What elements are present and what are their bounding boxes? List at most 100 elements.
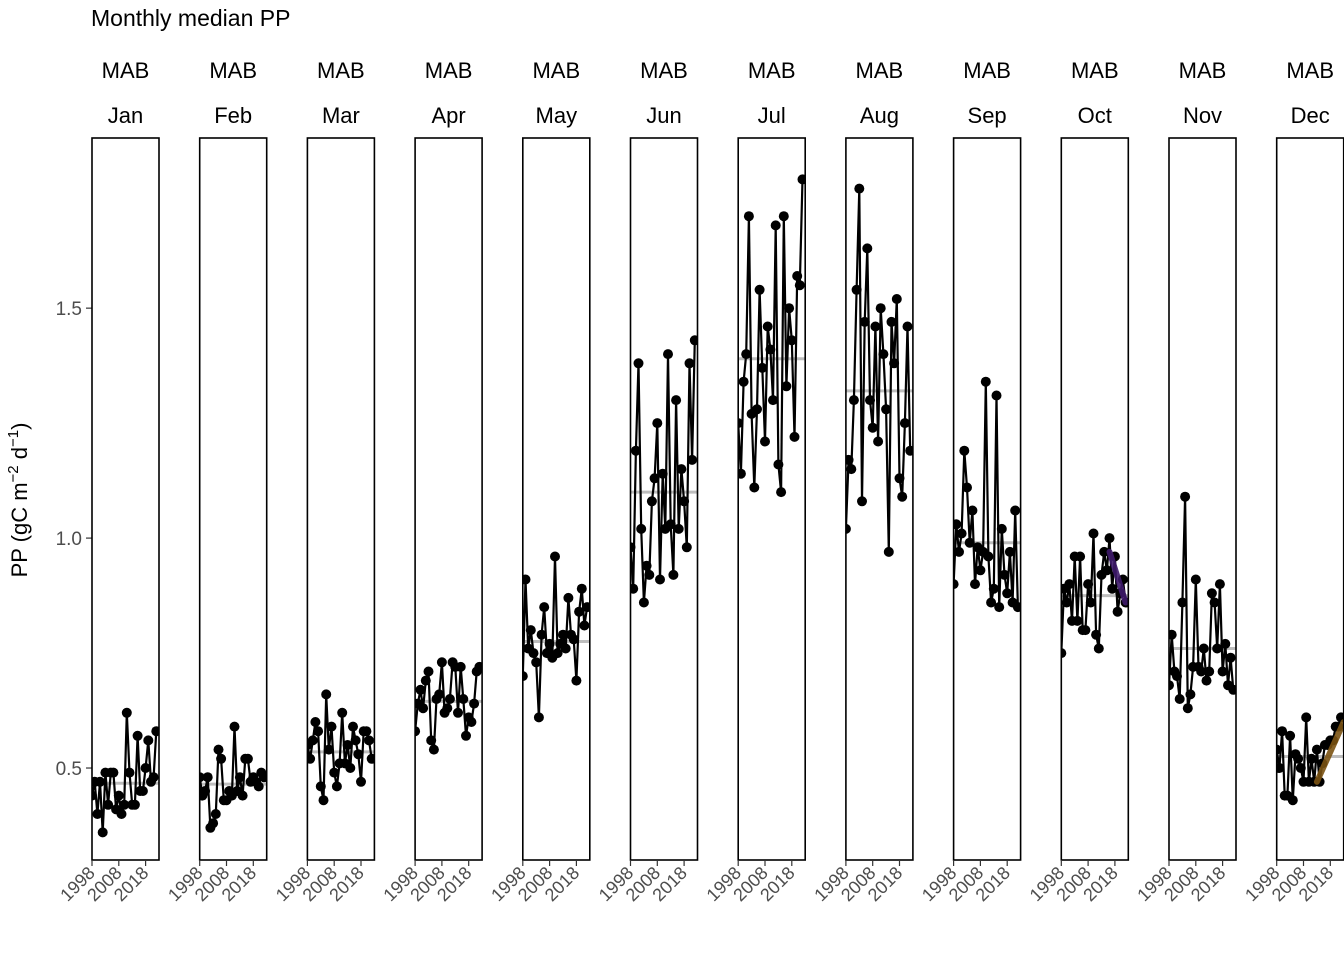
data-point (1004, 546, 1015, 557)
panel-border (952, 137, 1022, 861)
data-point (1293, 753, 1304, 764)
data-point (894, 473, 905, 484)
y-tick-label: 0.5 (56, 759, 82, 780)
facet-region-label: MAB (748, 58, 796, 83)
data-point (345, 763, 356, 773)
data-point (307, 735, 318, 746)
data-point (881, 404, 892, 415)
trend-line (1106, 548, 1129, 606)
facet-region-label: MAB (102, 58, 150, 83)
data-point (423, 666, 434, 677)
data-point (862, 243, 873, 254)
data-point (1101, 565, 1112, 576)
data-point (550, 551, 560, 562)
data-point (536, 629, 547, 640)
facet-month-label: Dec (1291, 103, 1330, 128)
data-point (350, 735, 361, 746)
data-point (646, 496, 657, 507)
data-point (318, 795, 329, 806)
data-point (891, 294, 902, 304)
data-point (886, 316, 897, 327)
data-point (1080, 625, 1091, 636)
data-point (668, 569, 679, 580)
data-point (307, 753, 316, 764)
facet-region-label: MAB (1179, 58, 1227, 83)
data-point (129, 799, 140, 810)
data-point (97, 827, 108, 838)
data-point (1088, 528, 1099, 539)
data-point (1204, 666, 1215, 677)
data-point (1285, 730, 1296, 741)
data-point (571, 675, 582, 686)
y-axis-label: PP (gC m−2 d−1) (5, 423, 32, 578)
data-point (1002, 588, 1013, 599)
data-point (1212, 643, 1223, 654)
data-point (237, 790, 248, 801)
data-point (418, 703, 429, 714)
data-point (342, 740, 353, 750)
data-point (1287, 795, 1298, 806)
data-point (455, 661, 466, 672)
facet-region-label: MAB (640, 58, 688, 83)
data-point (689, 335, 698, 346)
data-point (458, 694, 469, 704)
data-point (1182, 703, 1193, 714)
facet-month-label: May (536, 103, 578, 128)
data-point (1104, 533, 1115, 544)
data-point (552, 648, 563, 659)
data-point (760, 436, 770, 447)
panel-border (306, 137, 376, 861)
data-point (636, 523, 647, 534)
facet-month-label: Mar (322, 103, 360, 128)
facet-month-label: Feb (214, 103, 252, 128)
data-point (663, 349, 673, 360)
panel-border (198, 137, 268, 861)
data-point (1311, 744, 1322, 755)
data-point (986, 597, 997, 608)
data-point (980, 376, 991, 387)
data-point (684, 358, 695, 369)
data-point (323, 744, 334, 755)
data-point (983, 551, 994, 562)
data-point (579, 620, 590, 631)
y-axis-label-close: ) (7, 423, 32, 430)
data-point (259, 772, 267, 783)
data-point (234, 772, 245, 783)
data-point (1177, 597, 1188, 608)
facet-region-label: MAB (532, 58, 580, 83)
data-point (953, 519, 962, 530)
data-point (229, 721, 240, 732)
data-point (442, 703, 453, 714)
data-point (644, 569, 655, 580)
data-point (151, 726, 159, 737)
data-point (655, 574, 665, 585)
data-point (789, 431, 800, 442)
data-point (865, 395, 875, 406)
data-point (794, 280, 805, 291)
data-point (113, 790, 124, 801)
data-point (119, 799, 130, 810)
data-point (975, 565, 986, 576)
data-point (967, 505, 978, 516)
data-point (953, 579, 959, 590)
data-point (533, 712, 544, 723)
data-point (738, 468, 746, 479)
data-point (1220, 638, 1231, 649)
panel-data (307, 689, 375, 806)
data-point (213, 744, 224, 755)
data-point (1185, 689, 1196, 700)
data-point (776, 487, 787, 498)
data-point (1010, 505, 1021, 516)
data-point (851, 284, 862, 295)
data-point (1083, 579, 1094, 590)
data-point (108, 767, 119, 778)
data-point (242, 753, 253, 764)
data-point (137, 786, 148, 796)
data-point (539, 602, 550, 613)
data-point (1277, 726, 1288, 737)
